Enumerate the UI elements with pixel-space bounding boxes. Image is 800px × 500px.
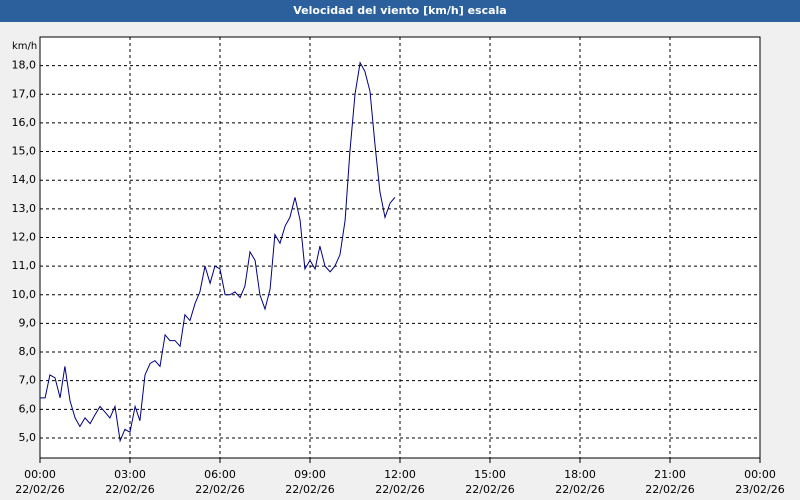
y-tick-label: 12,0 — [12, 230, 37, 243]
y-tick-label: 14,0 — [12, 173, 37, 186]
y-tick-label: 7,0 — [19, 374, 37, 387]
y-tick-label: 10,0 — [12, 288, 37, 301]
x-tick-label: 12:00 — [384, 468, 416, 481]
x-tick-date: 22/02/26 — [15, 483, 64, 496]
x-tick-date: 22/02/26 — [555, 483, 604, 496]
y-tick-label: 17,0 — [12, 87, 37, 100]
y-tick-label: 6,0 — [19, 402, 37, 415]
x-tick-date: 22/02/26 — [285, 483, 334, 496]
x-tick-label: 00:00 — [24, 468, 56, 481]
x-tick-label: 06:00 — [204, 468, 236, 481]
y-axis-unit: km/h — [12, 41, 37, 52]
data-line — [40, 61, 396, 443]
y-tick-label: 18,0 — [12, 59, 37, 72]
x-tick-date: 22/02/26 — [645, 483, 694, 496]
x-tick-date: 22/02/26 — [195, 483, 244, 496]
y-tick-label: 5,0 — [19, 431, 37, 444]
y-tick-label: 13,0 — [12, 202, 37, 215]
x-tick-label: 21:00 — [654, 468, 686, 481]
chart-title: Velocidad del viento [km/h] escala — [293, 4, 506, 17]
x-tick-label: 00:00 — [744, 468, 776, 481]
y-tick-label: 8,0 — [19, 345, 37, 358]
x-tick-date: 22/02/26 — [375, 483, 424, 496]
x-tick-date: 22/02/26 — [465, 483, 514, 496]
title-bar — [0, 0, 800, 22]
x-tick-label: 15:00 — [474, 468, 506, 481]
y-tick-label: 16,0 — [12, 116, 37, 129]
x-tick-label: 09:00 — [294, 468, 326, 481]
x-tick-date: 22/02/26 — [105, 483, 154, 496]
x-tick-date: 23/02/26 — [735, 483, 784, 496]
x-tick-label: 03:00 — [114, 468, 146, 481]
y-tick-label: 11,0 — [12, 259, 37, 272]
y-tick-label: 15,0 — [12, 145, 37, 158]
x-tick-label: 18:00 — [564, 468, 596, 481]
y-tick-label: 9,0 — [19, 316, 37, 329]
